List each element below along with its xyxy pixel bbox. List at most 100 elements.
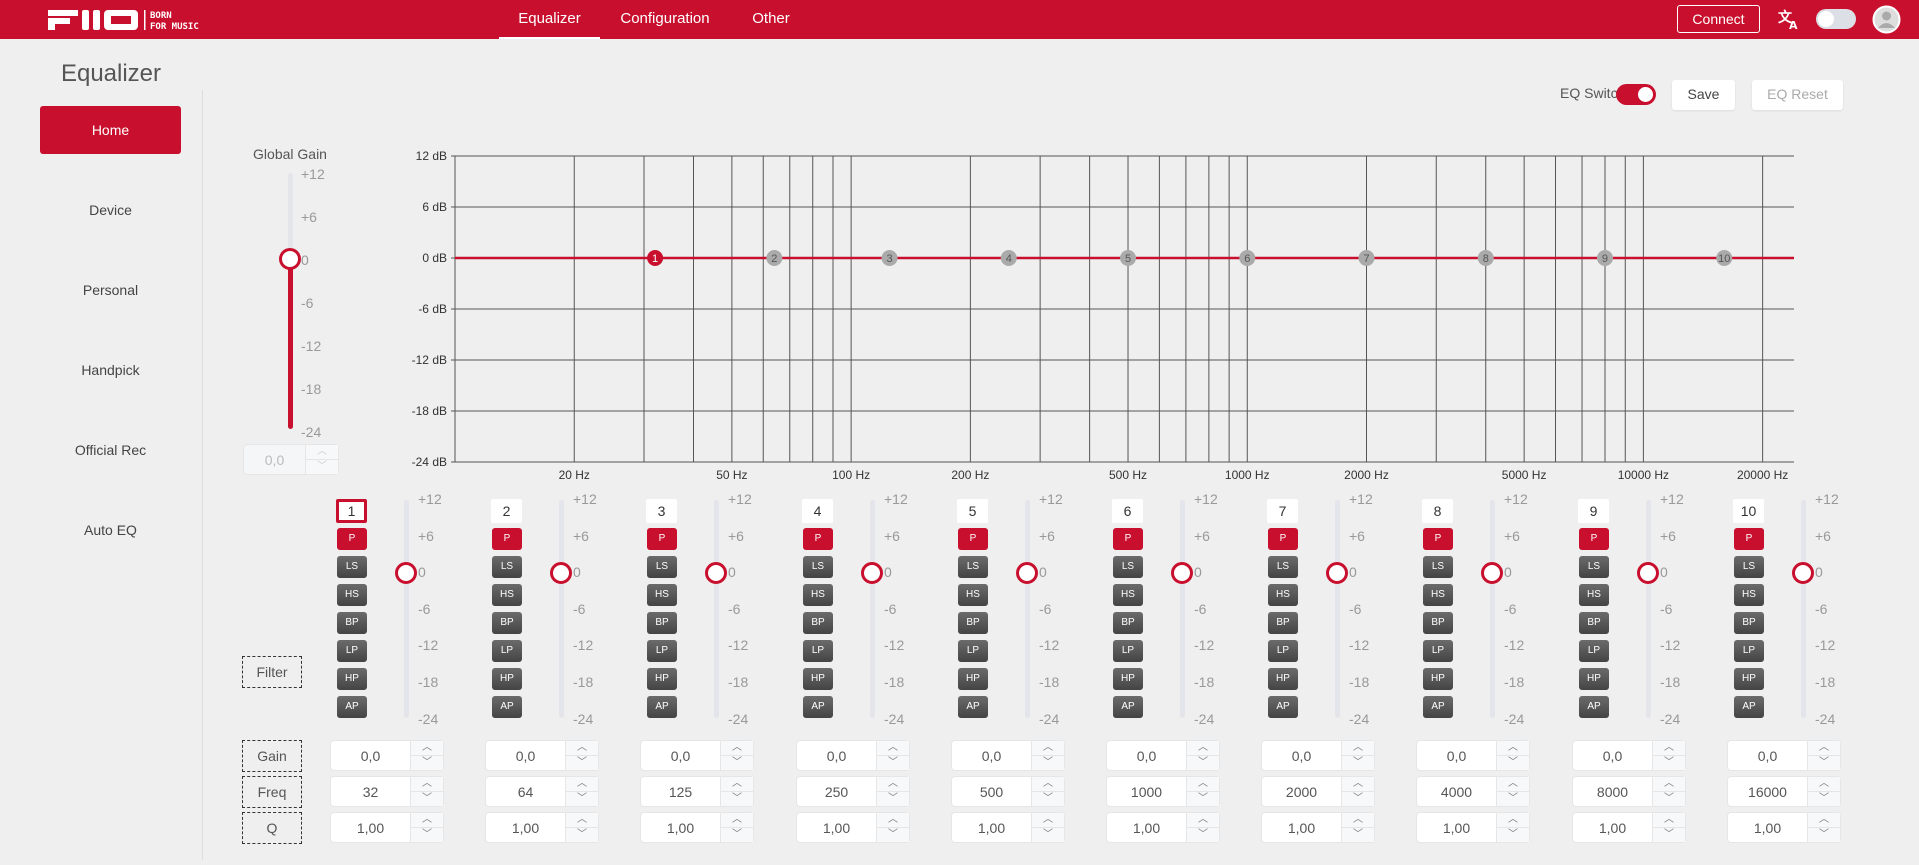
chevron-down-icon[interactable]: ﹀: [410, 791, 443, 806]
filter-ap-button[interactable]: AP: [1423, 696, 1453, 718]
chevron-down-icon[interactable]: ﹀: [305, 459, 338, 474]
chevron-up-icon[interactable]: ︿: [1341, 777, 1374, 792]
filter-ls-button[interactable]: LS: [958, 556, 988, 578]
filter-ap-button[interactable]: AP: [337, 696, 367, 718]
chevron-up-icon[interactable]: ︿: [1652, 813, 1685, 828]
band-gain-slider[interactable]: [714, 500, 719, 718]
band-freq-input[interactable]: 2000 ︿ ﹀: [1261, 776, 1375, 807]
filter-ls-button[interactable]: LS: [1268, 556, 1298, 578]
band-q-input-value[interactable]: 1,00: [822, 820, 851, 836]
chevron-down-icon[interactable]: ﹀: [410, 755, 443, 770]
band-point-marker[interactable]: [1596, 250, 1613, 266]
chevron-down-icon[interactable]: ﹀: [1652, 755, 1685, 770]
chevron-down-icon[interactable]: ﹀: [565, 755, 598, 770]
sidebar-item-personal[interactable]: Personal: [82, 282, 139, 298]
band-q-input[interactable]: 1,00 ︿ ﹀: [1261, 812, 1375, 843]
band-gain-slider[interactable]: [1180, 500, 1185, 718]
band-point-9[interactable]: 9: [1596, 250, 1613, 266]
chevron-up-icon[interactable]: ︿: [410, 741, 443, 756]
filter-lp-button[interactable]: LP: [337, 640, 367, 662]
band-point-2[interactable]: 2: [766, 250, 783, 266]
band-gain-slider[interactable]: [1801, 500, 1806, 718]
chevron-down-icon[interactable]: ﹀: [1186, 827, 1219, 842]
chevron-down-icon[interactable]: ﹀: [876, 827, 909, 842]
filter-hp-button[interactable]: HP: [492, 668, 522, 690]
band-gain-input[interactable]: 0,0 ︿ ﹀: [330, 740, 444, 771]
chevron-up-icon[interactable]: ︿: [720, 741, 753, 756]
filter-bp-button[interactable]: BP: [337, 612, 367, 634]
nav-tab-configuration[interactable]: Configuration: [620, 10, 710, 27]
band-q-input-value[interactable]: 1,00: [356, 820, 385, 836]
filter-p-button[interactable]: P: [958, 528, 988, 550]
band-point-marker[interactable]: [1716, 250, 1733, 266]
chevron-down-icon[interactable]: ﹀: [1652, 827, 1685, 842]
band-freq-input-value[interactable]: 16000: [1748, 784, 1787, 800]
filter-ls-button[interactable]: LS: [1423, 556, 1453, 578]
filter-bp-button[interactable]: BP: [803, 612, 833, 634]
chevron-down-icon[interactable]: ﹀: [876, 791, 909, 806]
theme-toggle[interactable]: [1816, 9, 1856, 29]
band-gain-input[interactable]: 0,0 ︿ ﹀: [1416, 740, 1530, 771]
filter-ap-button[interactable]: AP: [1579, 696, 1609, 718]
band-number-6[interactable]: 6: [1112, 499, 1143, 523]
band-q-input-value[interactable]: 1,00: [666, 820, 695, 836]
band-freq-input-value[interactable]: 64: [517, 784, 534, 800]
band-gain-input-value[interactable]: 0,0: [670, 748, 691, 764]
chevron-up-icon[interactable]: ︿: [720, 777, 753, 792]
filter-bp-button[interactable]: BP: [647, 612, 677, 634]
chevron-up-icon[interactable]: ︿: [410, 813, 443, 828]
band-freq-input[interactable]: 16000 ︿ ﹀: [1727, 776, 1841, 807]
band-point-3[interactable]: 3: [881, 250, 898, 266]
band-q-input[interactable]: 1,00 ︿ ﹀: [485, 812, 599, 843]
chevron-down-icon[interactable]: ﹀: [1031, 827, 1064, 842]
band-gain-input-value[interactable]: 0,0: [981, 748, 1002, 764]
chevron-up-icon[interactable]: ︿: [720, 813, 753, 828]
band-point-marker[interactable]: [647, 250, 664, 266]
band-gain-slider[interactable]: [404, 500, 409, 718]
chevron-up-icon[interactable]: ︿: [1807, 813, 1840, 828]
band-gain-input[interactable]: 0,0 ︿ ﹀: [1106, 740, 1220, 771]
chevron-up-icon[interactable]: ︿: [565, 741, 598, 756]
chevron-up-icon[interactable]: ︿: [565, 777, 598, 792]
sidebar-item-handpick[interactable]: Handpick: [81, 362, 140, 378]
filter-ls-button[interactable]: LS: [492, 556, 522, 578]
filter-hs-button[interactable]: HS: [1113, 584, 1143, 606]
band-gain-input-value[interactable]: 0,0: [1757, 748, 1778, 764]
band-point-marker[interactable]: [1477, 250, 1494, 266]
filter-hp-button[interactable]: HP: [1734, 668, 1764, 690]
chevron-down-icon[interactable]: ﹀: [1496, 791, 1529, 806]
band-point-6[interactable]: 6: [1239, 250, 1256, 266]
band-gain-input[interactable]: 0,0 ︿ ﹀: [1727, 740, 1841, 771]
band-number-7[interactable]: 7: [1267, 499, 1298, 523]
band-freq-input[interactable]: 8000 ︿ ﹀: [1572, 776, 1686, 807]
band-gain-knob[interactable]: [1326, 561, 1348, 584]
band-gain-knob[interactable]: [705, 561, 727, 584]
chevron-up-icon[interactable]: ︿: [876, 741, 909, 756]
band-number-1[interactable]: 1: [336, 499, 367, 523]
band-freq-input[interactable]: 32 ︿ ﹀: [330, 776, 444, 807]
chevron-up-icon[interactable]: ︿: [876, 777, 909, 792]
band-freq-input-value[interactable]: 125: [668, 784, 693, 800]
chevron-down-icon[interactable]: ﹀: [1652, 791, 1685, 806]
filter-ls-button[interactable]: LS: [1579, 556, 1609, 578]
band-gain-knob[interactable]: [1637, 561, 1659, 584]
band-number-9[interactable]: 9: [1578, 499, 1609, 523]
filter-hp-button[interactable]: HP: [1579, 668, 1609, 690]
chevron-down-icon[interactable]: ﹀: [410, 827, 443, 842]
filter-p-button[interactable]: P: [1113, 528, 1143, 550]
filter-lp-button[interactable]: LP: [1734, 640, 1764, 662]
filter-p-button[interactable]: P: [1423, 528, 1453, 550]
band-number-4[interactable]: 4: [802, 499, 833, 523]
band-freq-input-value[interactable]: 2000: [1285, 784, 1318, 800]
filter-p-button[interactable]: P: [492, 528, 522, 550]
chevron-down-icon[interactable]: ﹀: [1341, 755, 1374, 770]
chevron-up-icon[interactable]: ︿: [1807, 741, 1840, 756]
chevron-down-icon[interactable]: ﹀: [1341, 791, 1374, 806]
band-gain-input[interactable]: 0,0 ︿ ﹀: [951, 740, 1065, 771]
eq-curve-chart[interactable]: 12 dB 6 dB 0 dB -6 dB -12 dB -18 dB -24 dB 20 H…: [400, 140, 1820, 485]
sidebar-item-device[interactable]: Device: [89, 202, 132, 218]
chevron-down-icon[interactable]: ﹀: [1496, 827, 1529, 842]
band-freq-input-value[interactable]: 32: [362, 784, 379, 800]
band-freq-input[interactable]: 125 ︿ ﹀: [640, 776, 754, 807]
band-number-3[interactable]: 3: [646, 499, 677, 523]
